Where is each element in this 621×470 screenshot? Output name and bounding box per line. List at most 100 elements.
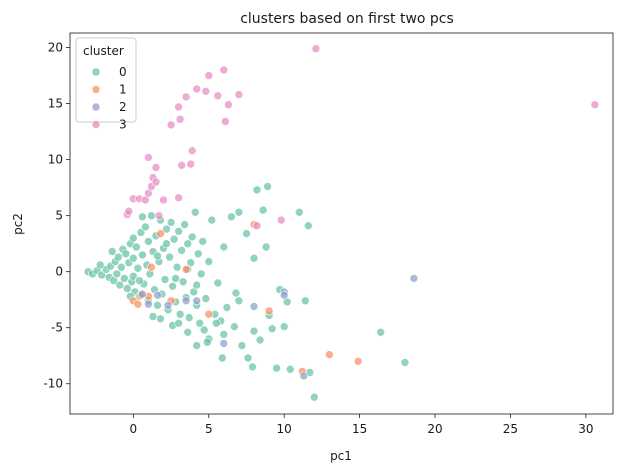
point-cluster-2 bbox=[153, 290, 162, 300]
chart-title: clusters based on first two pcs bbox=[240, 11, 454, 27]
point-cluster-0 bbox=[95, 260, 105, 270]
point-cluster-0 bbox=[171, 274, 180, 283]
point-cluster-0 bbox=[207, 215, 217, 225]
point-cluster-3 bbox=[590, 100, 600, 109]
x-tick-label: 20 bbox=[427, 422, 442, 436]
point-cluster-3 bbox=[151, 163, 161, 172]
point-cluster-1 bbox=[133, 299, 143, 309]
point-cluster-0 bbox=[199, 325, 209, 335]
point-cluster-0 bbox=[180, 220, 189, 229]
point-cluster-0 bbox=[234, 296, 244, 306]
point-cluster-0 bbox=[107, 247, 117, 256]
legend-label-cluster-0: 0 bbox=[119, 65, 127, 79]
point-cluster-2 bbox=[138, 289, 147, 299]
point-cluster-0 bbox=[222, 303, 232, 312]
point-cluster-3 bbox=[166, 120, 176, 130]
point-cluster-0 bbox=[121, 249, 131, 259]
point-cluster-0 bbox=[169, 234, 179, 244]
point-cluster-2 bbox=[299, 371, 309, 381]
y-axis: -10 -5 0 5 10 15 20 bbox=[43, 41, 70, 391]
point-cluster-0 bbox=[183, 327, 192, 337]
point-cluster-0 bbox=[174, 318, 183, 328]
point-cluster-0 bbox=[153, 300, 162, 310]
point-cluster-0 bbox=[261, 242, 271, 252]
point-cluster-0 bbox=[138, 250, 147, 260]
point-cluster-0 bbox=[177, 246, 186, 255]
point-cluster-3 bbox=[219, 65, 229, 75]
point-cluster-0 bbox=[309, 392, 319, 402]
point-cluster-2 bbox=[219, 339, 229, 348]
legend-label-cluster-2: 2 bbox=[119, 100, 127, 114]
point-cluster-0 bbox=[294, 208, 304, 217]
point-cluster-0 bbox=[190, 208, 200, 217]
y-tick-label: 0 bbox=[55, 265, 63, 279]
point-cluster-1 bbox=[353, 356, 363, 366]
legend-marker-cluster-3 bbox=[91, 120, 101, 129]
point-cluster-2 bbox=[144, 299, 153, 309]
point-cluster-0 bbox=[153, 251, 162, 261]
point-cluster-3 bbox=[186, 159, 195, 169]
point-cluster-0 bbox=[285, 364, 295, 374]
point-cluster-0 bbox=[165, 252, 174, 262]
point-cluster-0 bbox=[160, 275, 170, 284]
legend-marker-cluster-1 bbox=[91, 85, 101, 94]
point-cluster-0 bbox=[193, 249, 203, 259]
point-cluster-0 bbox=[300, 296, 310, 306]
point-cluster-0 bbox=[263, 182, 272, 191]
point-cluster-0 bbox=[129, 233, 138, 243]
point-cluster-3 bbox=[159, 195, 168, 205]
x-tick-label: 10 bbox=[277, 422, 292, 436]
point-cluster-0 bbox=[400, 358, 410, 367]
point-cluster-0 bbox=[136, 228, 146, 237]
y-tick-label: 15 bbox=[48, 97, 63, 111]
legend-label-cluster-3: 3 bbox=[119, 118, 127, 132]
point-cluster-0 bbox=[166, 218, 176, 227]
point-cluster-0 bbox=[279, 322, 289, 331]
point-cluster-0 bbox=[192, 341, 201, 350]
point-cluster-3 bbox=[276, 215, 286, 225]
point-cluster-0 bbox=[201, 294, 211, 303]
point-cluster-0 bbox=[213, 278, 223, 288]
y-tick-label: -5 bbox=[51, 321, 63, 335]
point-cluster-0 bbox=[195, 318, 204, 328]
y-tick-label: 5 bbox=[55, 209, 63, 223]
point-cluster-0 bbox=[243, 353, 253, 363]
point-cluster-0 bbox=[141, 222, 150, 232]
legend-box bbox=[75, 37, 137, 123]
point-cluster-0 bbox=[219, 330, 229, 339]
point-cluster-0 bbox=[117, 262, 126, 272]
point-cluster-3 bbox=[201, 87, 211, 96]
point-cluster-0 bbox=[147, 211, 156, 220]
legend-marker-cluster-0 bbox=[91, 67, 101, 77]
point-cluster-0 bbox=[192, 280, 201, 290]
point-cluster-0 bbox=[267, 324, 277, 334]
y-axis-label: pc2 bbox=[11, 213, 25, 235]
point-cluster-0 bbox=[258, 205, 268, 215]
point-cluster-0 bbox=[248, 362, 257, 372]
point-cluster-3 bbox=[311, 44, 321, 54]
x-tick-label: 25 bbox=[503, 422, 518, 436]
legend-marker-cluster-2 bbox=[91, 102, 101, 112]
point-cluster-0 bbox=[196, 269, 206, 279]
point-cluster-3 bbox=[144, 153, 153, 162]
point-cluster-0 bbox=[234, 208, 244, 217]
point-cluster-0 bbox=[115, 280, 125, 290]
point-cluster-3 bbox=[252, 221, 262, 230]
point-cluster-1 bbox=[264, 306, 274, 316]
point-cluster-0 bbox=[162, 239, 171, 248]
x-tick-label: 30 bbox=[578, 422, 593, 436]
y-tick-label: -10 bbox=[43, 377, 63, 391]
points-layer bbox=[83, 44, 600, 402]
point-cluster-1 bbox=[181, 265, 191, 274]
point-cluster-3 bbox=[177, 160, 186, 170]
point-cluster-0 bbox=[252, 185, 262, 195]
legend-title: cluster bbox=[83, 44, 124, 58]
point-cluster-0 bbox=[219, 242, 229, 252]
point-cluster-0 bbox=[120, 274, 129, 283]
point-cluster-0 bbox=[249, 253, 259, 263]
legend-label-cluster-1: 1 bbox=[119, 83, 127, 97]
point-cluster-0 bbox=[129, 271, 138, 281]
point-cluster-1 bbox=[156, 229, 165, 238]
point-cluster-0 bbox=[184, 313, 194, 322]
